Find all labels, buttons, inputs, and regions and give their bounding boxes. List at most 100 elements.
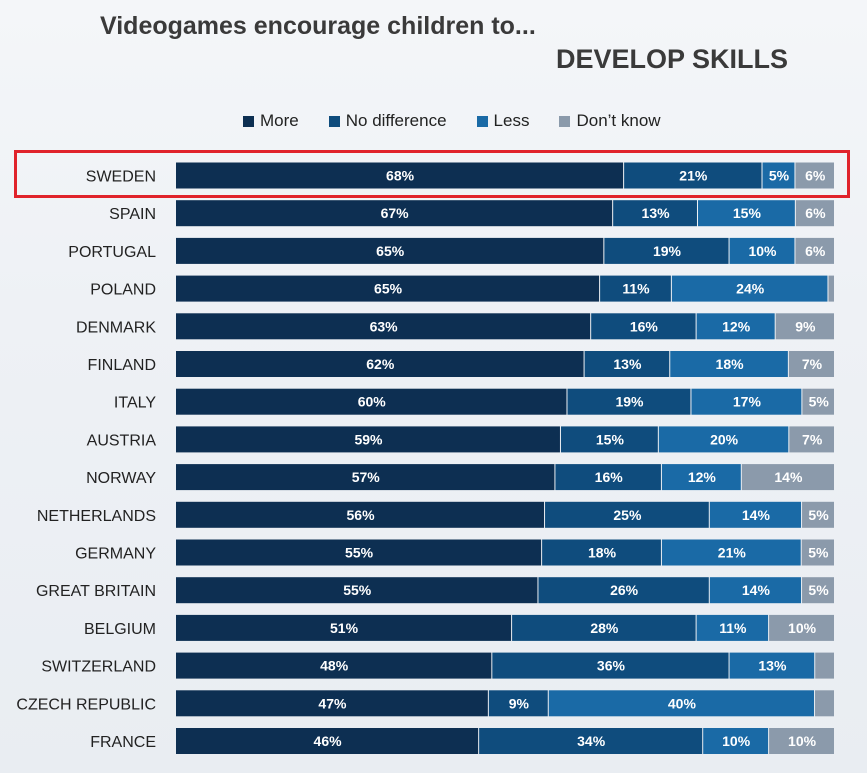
legend-label-no-difference: No difference [345,111,447,130]
data-label-denmark-don-t-know: 9% [795,318,816,334]
bar-segment-belgium-less [696,614,769,641]
data-label-poland-less: 24% [736,281,765,297]
bar-segment-norway-no-difference [555,464,661,491]
bar-segment-spain-less [697,200,795,227]
data-label-netherlands-more: 56% [347,507,376,523]
bar-segment-portugal-more [176,237,604,264]
sweden-highlight-box [14,150,850,198]
legend: More No difference Less Don’t know [243,111,691,131]
bar-segment-poland-no-difference [600,275,671,302]
bar-segment-czech-republic-more [176,690,488,717]
category-label-sweden: SWEDEN [86,169,156,186]
legend-item-less: Less [476,111,530,131]
bar-segment-france-less [703,728,769,754]
bar-segment-france-more [176,728,479,754]
data-label-germany-more: 55% [345,545,374,561]
bar-segment-norway-more [176,464,555,491]
data-label-italy-less: 17% [733,394,762,410]
bar-segment-netherlands-less [709,501,802,528]
data-label-switzerland-more: 48% [320,658,349,674]
bar-segment-sweden-don-t-know [795,162,834,189]
legend-label-more: More [260,111,299,130]
data-label-france-more: 46% [314,733,343,749]
category-label-spain: SPAIN [109,206,156,223]
bar-segment-great-britain-more [176,577,538,604]
data-label-spain-more: 67% [381,205,410,221]
bar-segment-netherlands-don-t-know [802,501,834,528]
bar-segment-denmark-no-difference [591,313,696,340]
data-label-denmark-less: 12% [722,318,751,334]
bar-segment-czech-republic-less [548,690,815,717]
bar-segment-italy-don-t-know [802,388,834,415]
bar-segment-poland-less [671,275,828,302]
category-label-norway: NORWAY [86,470,156,487]
data-label-norway-more: 57% [352,469,381,485]
bar-segment-denmark-less [696,313,775,340]
category-label-poland: POLAND [90,282,156,299]
bar-segment-italy-no-difference [567,388,691,415]
bar-segment-norway-don-t-know [741,464,834,491]
bar-segment-austria-less [658,426,789,453]
bar-segment-netherlands-no-difference [545,501,709,528]
legend-label-less: Less [493,111,530,130]
data-label-sweden-less: 5% [769,168,790,184]
data-label-switzerland-less: 13% [758,658,787,674]
data-label-finland-more: 62% [366,356,395,372]
data-label-france-no-difference: 34% [577,733,606,749]
data-label-switzerland-no-difference: 36% [597,658,626,674]
bar-segment-switzerland-less [729,652,815,679]
data-label-finland-no-difference: 13% [613,356,642,372]
category-label-denmark: DENMARK [76,319,156,336]
bar-segment-great-britain-don-t-know [802,577,834,604]
data-label-netherlands-no-difference: 25% [613,507,642,523]
bar-segment-sweden-less [762,162,795,189]
legend-item-more: More [243,111,299,131]
bar-segment-germany-less [661,539,801,566]
bar-segment-spain-more [176,200,613,227]
data-label-france-don-t-know: 10% [788,733,817,749]
bar-segment-france-don-t-know [769,728,834,754]
data-label-spain-no-difference: 13% [642,205,671,221]
legend-swatch-no-difference [328,115,340,127]
data-label-austria-more: 59% [354,431,383,447]
data-label-czech-republic-no-difference: 9% [509,695,530,711]
bar-segment-spain-don-t-know [795,200,834,227]
data-label-portugal-more: 65% [376,243,405,259]
data-label-belgium-less: 11% [719,620,747,636]
data-label-poland-more: 65% [374,281,403,297]
chart-title: Videogames encourage children to... [100,12,536,40]
data-label-poland-no-difference: 11% [622,281,650,297]
category-label-belgium: BELGIUM [84,621,156,638]
bar-segment-great-britain-no-difference [538,577,709,604]
data-label-netherlands-less: 14% [742,507,771,523]
bar-segment-poland-more [176,275,600,302]
data-label-finland-less: 18% [716,356,745,372]
data-label-portugal-don-t-know: 6% [805,243,826,259]
bar-segment-italy-less [691,388,802,415]
bar-segment-denmark-more [176,313,591,340]
category-label-austria: AUSTRIA [87,432,157,449]
data-label-germany-less: 21% [718,545,747,561]
bar-segment-germany-no-difference [542,539,661,566]
data-label-finland-don-t-know: 7% [802,356,823,372]
bar-segment-denmark-don-t-know [775,313,834,340]
category-label-portugal: PORTUGAL [68,244,156,261]
data-label-great-britain-don-t-know: 5% [808,582,829,598]
bar-segment-czech-republic-don-t-know [815,690,834,717]
data-label-portugal-less: 10% [748,243,777,259]
bar-segment-great-britain-less [709,577,802,604]
bar-segment-portugal-no-difference [604,237,729,264]
data-label-portugal-no-difference: 19% [653,243,682,259]
data-label-denmark-no-difference: 16% [630,318,659,334]
data-label-belgium-more: 51% [330,620,359,636]
chart-subtitle: DEVELOP SKILLS [556,44,789,74]
data-label-austria-no-difference: 15% [596,431,625,447]
data-label-sweden-no-difference: 21% [679,168,708,184]
bar-segment-switzerland-don-t-know [815,652,834,679]
category-label-switzerland: SWITZERLAND [41,659,156,676]
data-label-great-britain-more: 55% [343,582,372,598]
data-label-spain-less: 15% [733,205,762,221]
data-label-italy-don-t-know: 5% [809,394,830,410]
category-label-italy: ITALY [114,395,156,412]
